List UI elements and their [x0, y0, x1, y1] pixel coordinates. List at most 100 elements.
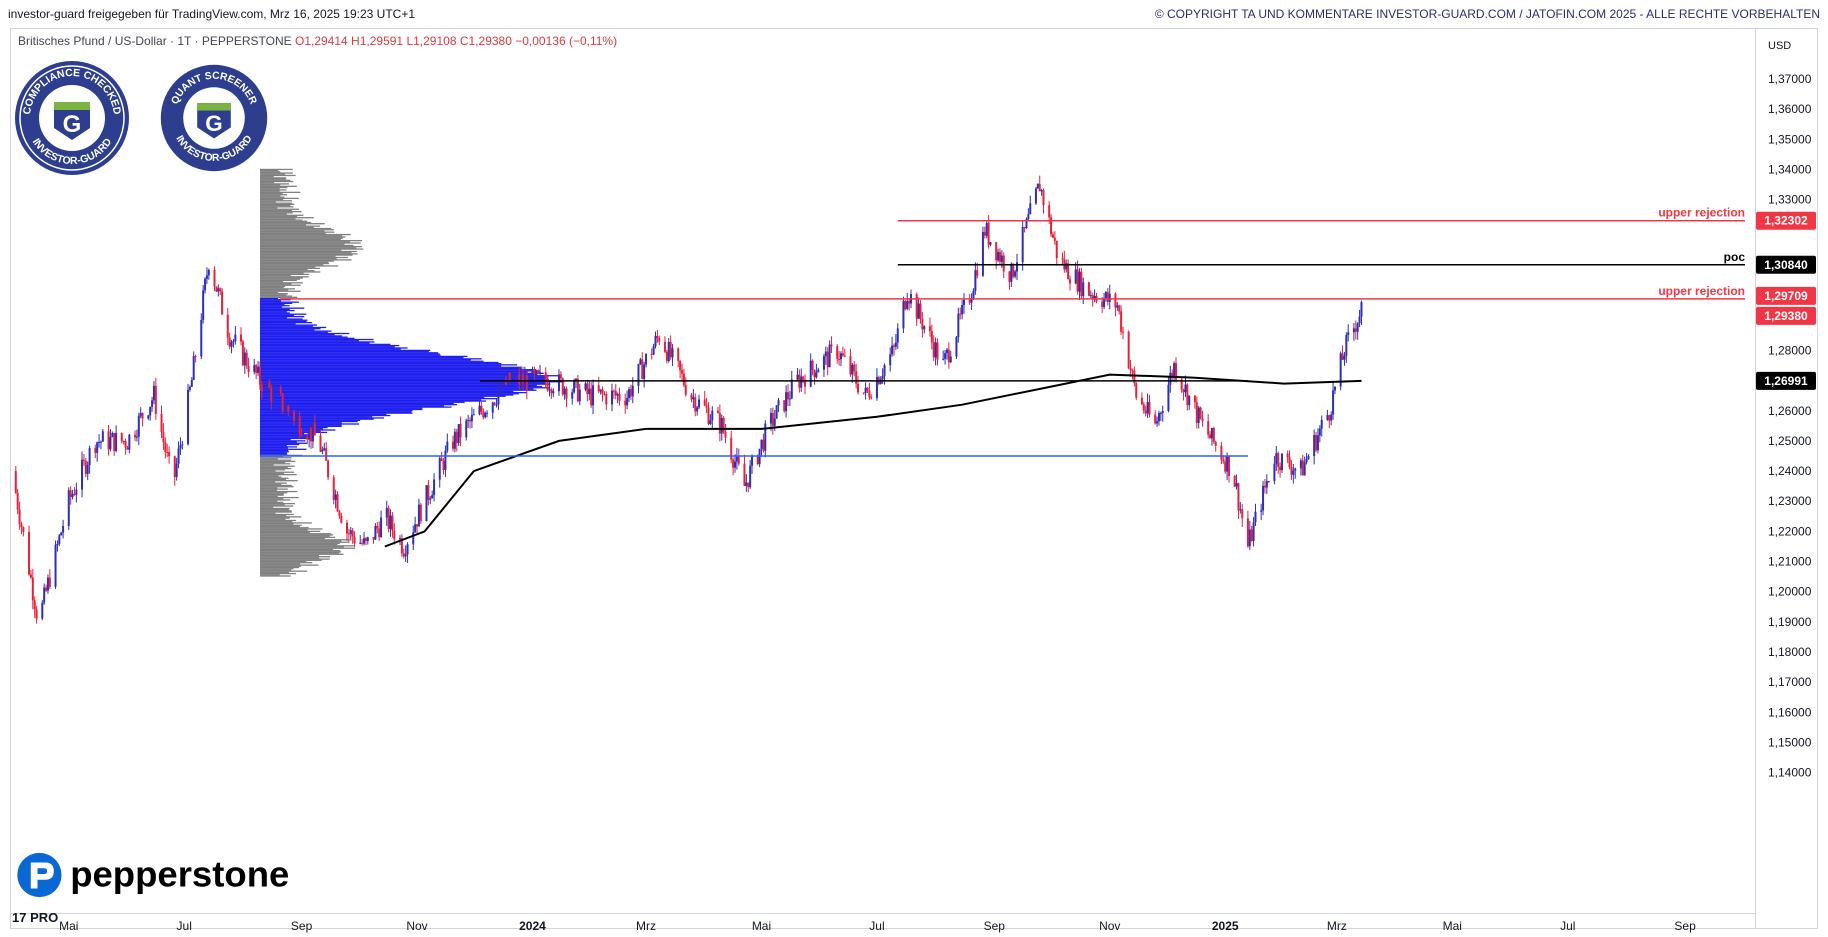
volume-profile-bar	[260, 530, 321, 533]
volume-profile-bar	[260, 565, 301, 567]
candle-body	[1174, 363, 1177, 380]
volume-profile-bar	[260, 279, 297, 282]
volume-profile-bar	[260, 354, 441, 356]
volume-profile-bar	[260, 484, 292, 487]
volume-profile-bar	[260, 336, 348, 338]
volume-profile-bar	[260, 243, 345, 245]
candle-body	[268, 382, 271, 388]
volume-profile-bar	[260, 218, 296, 220]
candle-body	[378, 528, 381, 538]
candle-body	[645, 354, 648, 365]
candle-body	[836, 346, 839, 360]
candle-body	[416, 524, 419, 527]
candle-body	[1129, 368, 1132, 371]
candle-body	[976, 270, 979, 276]
volume-profile-bar	[260, 169, 279, 172]
candle-body	[1347, 332, 1350, 336]
candle-body	[599, 389, 602, 392]
candle-body	[1173, 363, 1176, 378]
candle-body	[228, 337, 231, 347]
ohlc-change: −0,00136 (−0,11%)	[515, 34, 618, 48]
candle-body	[921, 318, 924, 330]
volume-profile-bar	[260, 371, 528, 373]
volume-profile-bar	[260, 314, 294, 317]
volume-profile-bar	[260, 428, 324, 430]
y-tick-label: 1,34000	[1768, 162, 1812, 176]
volume-profile-bar	[260, 239, 363, 242]
candle-body	[1078, 271, 1081, 292]
candle-body	[1014, 271, 1017, 277]
candle-body	[1233, 475, 1236, 487]
volume-profile-bar	[260, 447, 289, 449]
volume-profile-bar	[260, 176, 274, 178]
candle-body	[1294, 468, 1297, 471]
candle-body	[1307, 456, 1310, 460]
candle-body	[177, 448, 180, 464]
candle-body	[586, 383, 589, 395]
candle-body	[1101, 301, 1104, 307]
candle-body	[1108, 293, 1111, 302]
candle-body	[722, 418, 725, 432]
candle-body	[56, 543, 59, 545]
candle-body	[838, 359, 841, 361]
volume-profile-bar	[260, 359, 471, 361]
volume-profile-bar	[260, 312, 290, 314]
volume-profile-bar	[260, 174, 296, 177]
volume-profile-bar	[260, 366, 521, 368]
candle-body	[1133, 370, 1136, 384]
candle-body	[67, 490, 70, 526]
candle-body	[327, 460, 330, 478]
candle-body	[1180, 379, 1183, 390]
volume-profile-bar	[260, 274, 291, 277]
candle-body	[427, 485, 430, 500]
y-tick-label: 1,22000	[1768, 524, 1812, 538]
volume-profile-bar	[260, 460, 296, 463]
candle-body	[575, 378, 578, 381]
volume-profile-bar	[260, 259, 352, 261]
symbol-legend[interactable]: Britisches Pfund / US-Dollar · 1T · PEPP…	[18, 34, 617, 48]
candle-body	[151, 400, 154, 407]
volume-profile-bar	[260, 173, 285, 175]
volume-profile-bar	[260, 519, 296, 522]
volume-profile-bar	[260, 539, 350, 541]
candle-body	[16, 492, 19, 510]
volume-profile-bar	[260, 542, 340, 545]
volume-profile-bar	[260, 326, 327, 329]
volume-profile-bar	[260, 360, 484, 362]
candle-body	[565, 388, 568, 399]
candle-body	[1318, 428, 1321, 436]
level-label: upper rejection	[1658, 284, 1745, 298]
volume-profile-bar	[260, 387, 550, 389]
candle-body	[732, 459, 735, 468]
candle-body	[451, 441, 454, 449]
volume-profile-bar	[260, 232, 326, 235]
candle-body	[737, 455, 740, 464]
candle-body	[71, 493, 74, 498]
candle-body	[1050, 217, 1053, 235]
candle-body	[892, 345, 895, 347]
candle-body	[724, 431, 727, 438]
volume-profile-bar	[260, 188, 280, 190]
candle-body	[786, 392, 789, 400]
candle-body	[908, 300, 911, 304]
candle-body	[537, 370, 540, 374]
candle-body	[561, 378, 564, 395]
volume-profile-bar	[260, 215, 298, 218]
candle-body	[544, 372, 547, 382]
share-info: investor-guard freigegeben für TradingVi…	[8, 7, 416, 21]
candle-body	[942, 358, 945, 360]
volume-profile-bar	[260, 206, 294, 208]
volume-profile-bar	[260, 412, 413, 414]
candle-body	[679, 360, 682, 371]
candle-body	[1246, 518, 1249, 547]
candle-body	[1023, 227, 1026, 229]
candle-body	[936, 342, 939, 360]
candle-body	[480, 405, 483, 412]
candle-body	[546, 381, 549, 391]
volume-profile-bar	[260, 476, 282, 478]
candle-body	[1222, 459, 1225, 462]
candle-body	[1067, 263, 1070, 280]
volume-profile-bar	[260, 560, 307, 563]
candle-body	[31, 577, 34, 601]
